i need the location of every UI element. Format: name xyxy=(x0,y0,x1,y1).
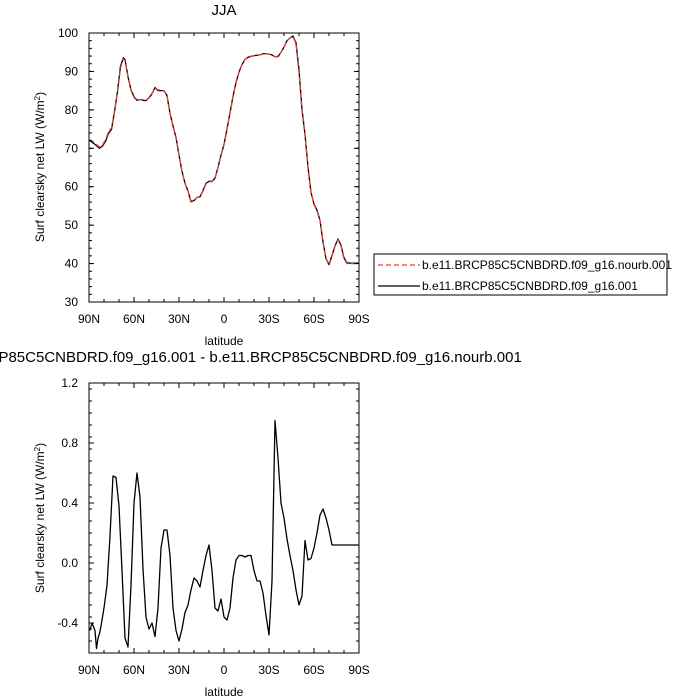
top-y-tick-label: 30 xyxy=(65,295,79,309)
top-y-axis-label: Surf clearsky net LW (W/m2) xyxy=(33,92,47,242)
top-y-tick-label: 40 xyxy=(65,257,79,271)
top-x-tick-label: 90N xyxy=(78,312,100,326)
bottom-y-tick-label: -0.4 xyxy=(57,616,78,630)
bottom-x-tick-label: 30S xyxy=(258,663,279,677)
bottom-series-line-0 xyxy=(89,419,359,650)
bottom-y-tick-label: 0.0 xyxy=(61,556,78,570)
bottom-y-axis-label: Surf clearsky net LW (W/m2) xyxy=(33,443,47,593)
bottom-x-tick-label: 60N xyxy=(123,663,145,677)
bottom-x-tick-label: 60S xyxy=(303,663,324,677)
bottom-y-tick-label: 0.8 xyxy=(61,436,78,450)
top-x-tick-label: 90S xyxy=(348,312,369,326)
bottom-x-tick-label: 0 xyxy=(221,663,228,677)
legend-label-nourb: b.e11.BRCP85C5CNBDRD.f09_g16.nourb.001 xyxy=(422,258,672,272)
legend-frame xyxy=(373,253,668,296)
top-panel: JJA 90N 60N 30N 0 30S 60S 90S 30 40 50 60 70 80 90 100… xyxy=(33,2,672,348)
bottom-panel: b.e11.BRCP85C5CNBDRD.f09_g16.001 - b.e11… xyxy=(0,349,522,699)
top-x-tick-label: 30S xyxy=(258,312,279,326)
top-x-tick-label: 60N xyxy=(123,312,145,326)
top-series-line-1 xyxy=(89,35,359,266)
bottom-x-tick-label: 30N xyxy=(168,663,190,677)
bottom-chart-title: b.e11.BRCP85C5CNBDRD.f09_g16.001 - b.e11… xyxy=(0,349,522,366)
top-x-tick-label: 60S xyxy=(303,312,324,326)
top-x-tick-label: 0 xyxy=(221,312,228,326)
bottom-y-tick-label: 0.4 xyxy=(61,496,78,510)
top-chart-title: JJA xyxy=(211,2,236,19)
top-plot-frame xyxy=(88,32,360,303)
top-y-tick-label: 100 xyxy=(58,26,78,40)
top-y-tick-label: 90 xyxy=(65,64,79,78)
bottom-x-axis-label: latitude xyxy=(205,685,244,699)
top-x-tick-label: 30N xyxy=(168,312,190,326)
bottom-x-tick-label: 90N xyxy=(78,663,100,677)
top-y-tick-label: 50 xyxy=(65,218,79,232)
bottom-x-tick-label: 90S xyxy=(348,663,369,677)
top-y-tick-label: 80 xyxy=(65,103,79,117)
top-x-axis-label: latitude xyxy=(205,334,244,348)
legend: b.e11.BRCP85C5CNBDRD.f09_g16.nourb.001 b… xyxy=(373,253,672,296)
top-series-line-0 xyxy=(89,35,359,266)
top-y-tick-label: 60 xyxy=(65,180,79,194)
legend-label-base: b.e11.BRCP85C5CNBDRD.f09_g16.001 xyxy=(422,279,638,293)
top-y-tick-label: 70 xyxy=(65,141,79,155)
bottom-y-tick-label: 1.2 xyxy=(61,376,78,390)
